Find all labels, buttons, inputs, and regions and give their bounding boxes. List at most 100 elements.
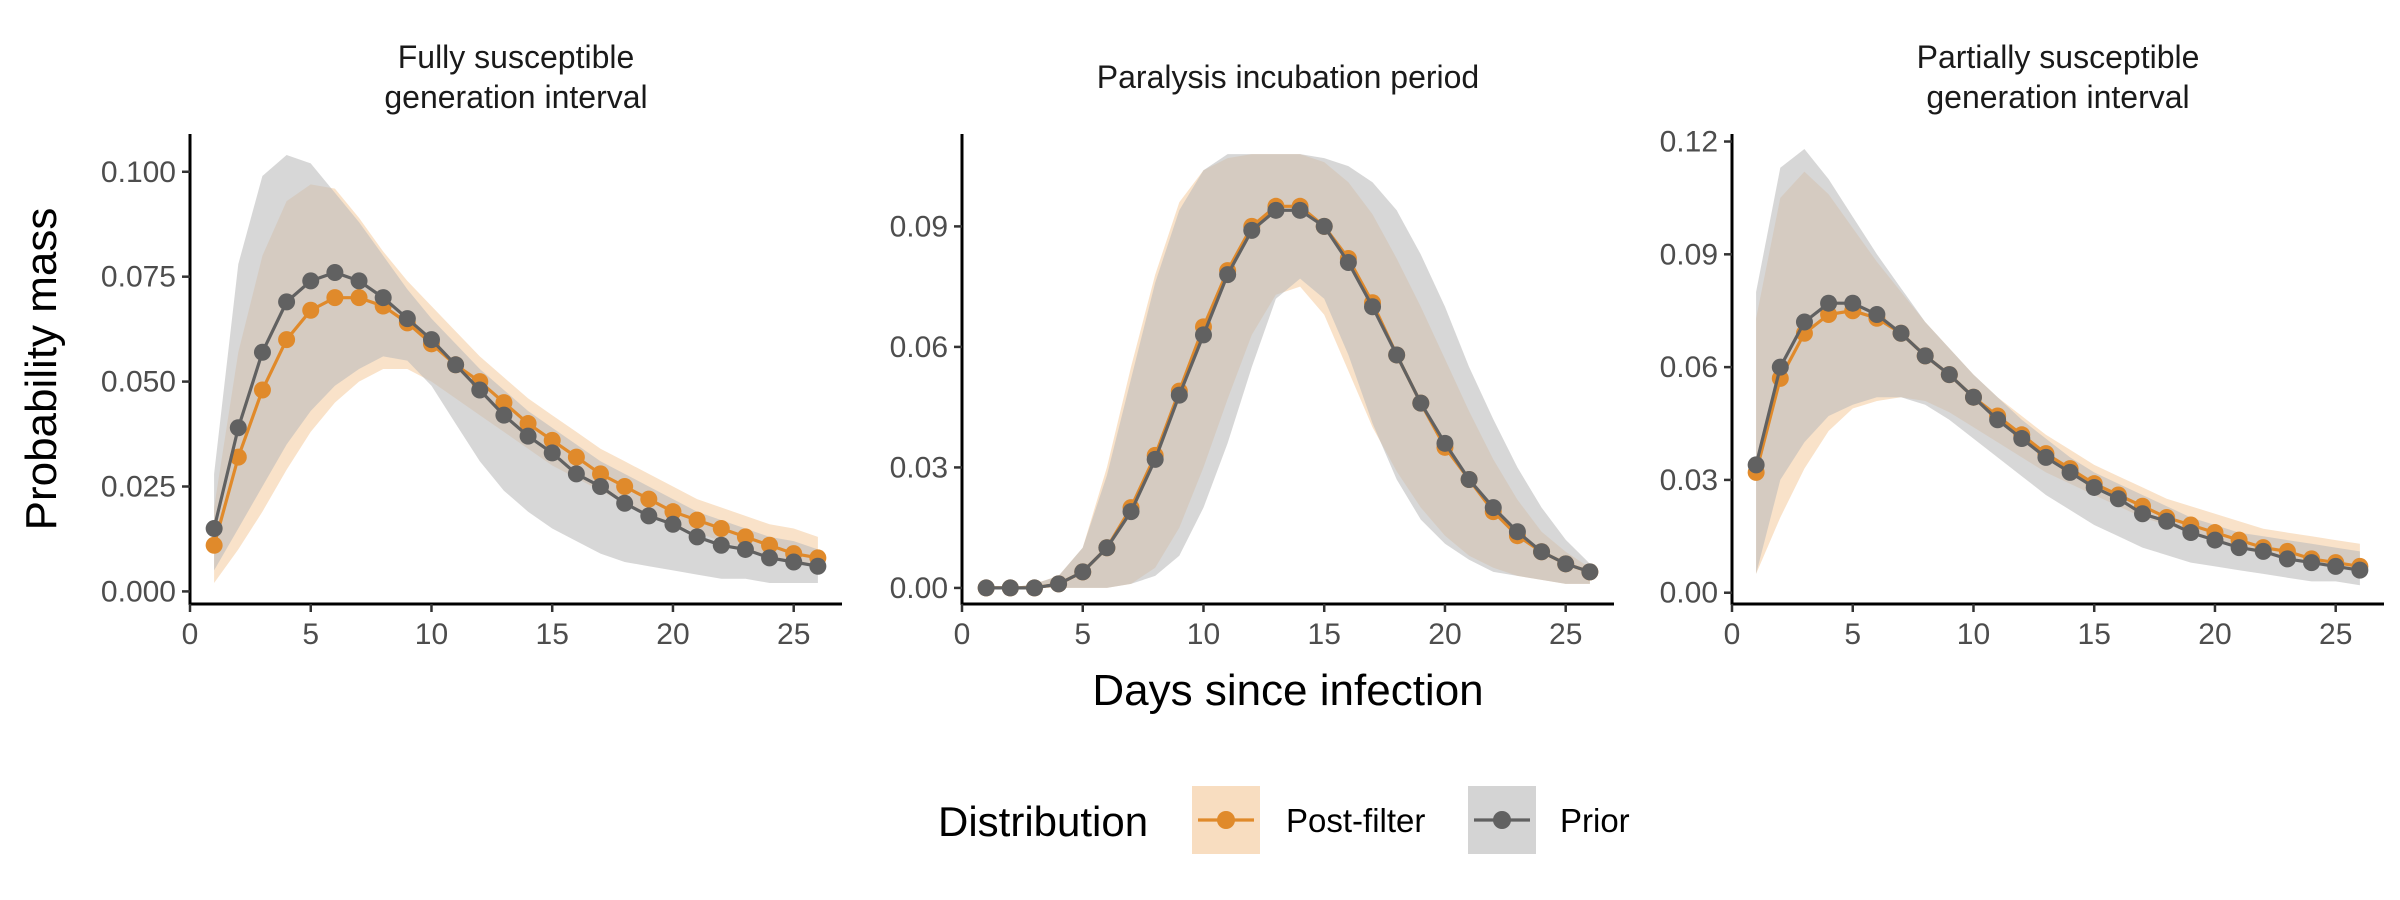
data-point-prior	[1122, 503, 1140, 521]
y-tick-label: 0.06	[1660, 351, 1718, 384]
data-point-prior	[1219, 266, 1237, 284]
panel-3: Partially susceptible generation interval…	[1660, 39, 2384, 651]
data-point-prior	[592, 478, 610, 495]
data-point-prior	[1436, 434, 1454, 452]
data-point-prior	[2278, 550, 2296, 568]
data-point-prior	[785, 553, 803, 571]
data-point-post-filter	[229, 448, 247, 466]
data-point-prior	[712, 536, 730, 554]
data-point-prior	[567, 465, 585, 483]
y-tick-label: 0.09	[1660, 238, 1718, 271]
y-tick-label: 0.00	[1660, 577, 1718, 610]
data-point-prior	[2206, 531, 2224, 549]
data-point-prior	[1557, 555, 1575, 573]
data-point-post-filter	[592, 465, 610, 483]
y-tick-label: 0.03	[890, 451, 948, 484]
data-point-post-filter	[495, 394, 513, 412]
y-tick-label: 0.025	[101, 471, 176, 504]
data-point-prior	[1892, 324, 1910, 342]
data-point-prior	[2254, 542, 2272, 560]
data-point-prior	[977, 579, 995, 597]
data-point-prior	[736, 540, 754, 558]
data-point-prior	[688, 528, 706, 546]
data-point-prior	[2061, 463, 2079, 481]
data-point-prior	[1964, 388, 1982, 406]
panel-title: Partially susceptible	[1917, 39, 2200, 75]
data-point-prior	[278, 293, 296, 311]
data-point-prior	[1460, 470, 1478, 488]
data-point-prior	[326, 263, 344, 281]
data-point-prior	[1940, 366, 1958, 384]
data-point-prior	[2134, 505, 2152, 523]
data-point-prior	[2085, 478, 2103, 496]
panel-1: Fully susceptible generation interval 0.00…	[101, 39, 842, 651]
x-tick-label: 25	[2319, 618, 2352, 651]
data-point-prior	[2230, 539, 2248, 557]
legend-title: Distribution	[938, 798, 1148, 845]
data-point-prior	[2327, 557, 2345, 575]
x-tick-label: 15	[1308, 618, 1341, 651]
y-axis-title: Probability mass	[17, 208, 66, 531]
x-tick-label: 0	[182, 618, 199, 651]
data-point-prior	[229, 419, 247, 437]
legend-label: Prior	[1560, 802, 1630, 839]
data-point-prior	[1868, 305, 1886, 323]
data-point-prior	[1844, 294, 1862, 312]
y-tick-label: 0.09	[890, 210, 948, 243]
data-point-prior	[2037, 448, 2055, 466]
data-point-prior	[1771, 358, 1789, 376]
data-point-post-filter	[640, 490, 658, 508]
data-point-prior	[2158, 512, 2176, 530]
data-point-prior	[1050, 575, 1068, 593]
data-point-post-filter	[712, 519, 730, 537]
data-point-prior	[1820, 294, 1838, 312]
data-point-post-filter	[278, 331, 296, 349]
data-point-post-filter	[350, 289, 368, 307]
y-tick-label: 0.06	[890, 331, 948, 364]
x-tick-label: 15	[536, 618, 569, 651]
x-tick-label: 5	[1844, 618, 1861, 651]
x-tick-label: 20	[2198, 618, 2231, 651]
x-tick-label: 20	[656, 618, 689, 651]
data-point-prior	[1194, 326, 1212, 344]
data-point-prior	[447, 356, 465, 374]
y-tick-label: 0.075	[101, 261, 176, 294]
data-point-prior	[205, 519, 223, 537]
data-point-post-filter	[519, 415, 537, 433]
data-point-prior	[1315, 217, 1333, 235]
data-point-prior	[1581, 563, 1599, 581]
legend-key-point	[1217, 811, 1235, 829]
data-point-prior	[809, 557, 827, 575]
data-point-post-filter	[664, 503, 682, 521]
legend-key-point	[1493, 811, 1511, 829]
data-point-post-filter	[736, 528, 754, 546]
data-point-prior	[495, 406, 513, 424]
data-point-prior	[1146, 450, 1164, 468]
data-point-post-filter	[761, 536, 779, 554]
panel-title: Paralysis incubation period	[1097, 59, 1479, 95]
data-point-prior	[1508, 523, 1526, 541]
y-tick-label: 0.050	[101, 366, 176, 399]
data-point-prior	[422, 331, 440, 349]
data-point-prior	[1533, 543, 1551, 561]
data-point-prior	[519, 427, 537, 445]
x-tick-label: 25	[777, 618, 810, 651]
data-point-prior	[1291, 201, 1309, 219]
x-tick-label: 10	[1187, 618, 1220, 651]
panel-title: Fully susceptible	[398, 39, 635, 75]
data-point-prior	[1243, 221, 1261, 239]
data-point-prior	[2351, 561, 2369, 579]
data-point-post-filter	[302, 301, 320, 319]
data-point-post-filter	[205, 536, 223, 554]
data-point-prior	[471, 381, 489, 399]
x-tick-label: 25	[1549, 618, 1582, 651]
data-point-prior	[1795, 313, 1813, 331]
x-tick-label: 5	[302, 618, 319, 651]
panel-title: generation interval	[1926, 79, 2189, 115]
panel-2: Paralysis incubation period 0.00 0.03 0.06 0…	[890, 59, 1614, 651]
data-point-prior	[543, 444, 561, 462]
x-tick-label: 10	[1957, 618, 1990, 651]
ribbon-prior	[214, 155, 818, 583]
x-tick-label: 0	[1724, 618, 1741, 651]
